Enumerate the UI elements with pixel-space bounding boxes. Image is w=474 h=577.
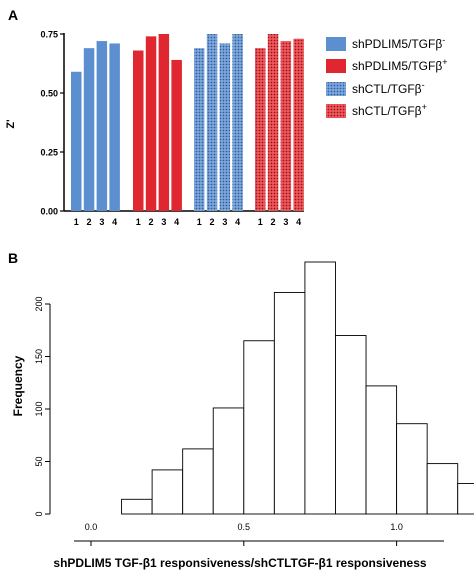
panel-b-y-axis-label: Frequency [11, 355, 25, 416]
panel-b-histogram-bar [457, 483, 474, 515]
panel-b-x-axis-label: shPDLIM5 TGF-β1 responsiveness/shCTLTGF-… [53, 556, 427, 570]
panel-b-y-axis: 0 50 100 150 200 [34, 296, 51, 517]
panel-a-bar [96, 41, 108, 211]
panel-a-y-tick-label: 0.50 [40, 89, 58, 99]
panel-b-x-axis: 0.00.51.01.52.0 [74, 522, 444, 546]
panel-b-histogram-bar [151, 469, 184, 515]
panel-b-x-tick-label: 1.0 [390, 522, 403, 532]
panel-a-bar [109, 43, 120, 211]
legend-entry: shPDLIM5/TGFβ+ [352, 57, 448, 73]
panel-a-bar [255, 48, 266, 211]
panel-a-y-tick-label: 0.00 [40, 207, 58, 217]
panel-b-y-tick-label: 150 [34, 349, 44, 364]
panel-a-y-axis-label: Z' [5, 119, 17, 129]
panel-a-bar [280, 41, 292, 211]
panel-a-x-tick-label: 4 [112, 217, 117, 227]
panel-b-x-tick-label: 0.0 [85, 522, 98, 532]
panel-b-y-tick-label: 100 [34, 401, 44, 416]
panel-a-label: A [8, 7, 18, 23]
panel-b-histogram-bar [426, 463, 459, 515]
panel-b-histogram-bar [365, 385, 398, 515]
panel-a-bar [194, 48, 205, 211]
panel-a-x-tick-label: 1 [74, 217, 79, 227]
legend-entry: shCTL/TGFβ- [352, 80, 425, 96]
legend-swatch [326, 82, 346, 96]
panel-a-legend: shPDLIM5/TGFβ-shPDLIM5/TGFβ+ shCTL/TGFβ-s… [326, 35, 448, 118]
panel-a-x-tick-label: 2 [210, 217, 215, 227]
panel-a-bar [232, 34, 243, 211]
legend-swatch [326, 37, 346, 51]
panel-a-x-tick-label: 1 [136, 217, 141, 227]
panel-b-histogram-bar [304, 261, 336, 515]
panel-b-histogram-bar [121, 498, 153, 515]
legend-entry: shPDLIM5/TGFβ- [352, 35, 445, 51]
panel-a-x-tick-label: 3 [222, 217, 227, 227]
panel-b-histogram-bar [212, 407, 245, 515]
panel-a-x-tick-label: 2 [149, 217, 154, 227]
panel-a-x-tick-label: 3 [283, 217, 288, 227]
panel-b-histogram-bar [273, 292, 306, 515]
panel-b-label: B [8, 250, 18, 266]
panel-b-histogram-bar [182, 448, 214, 515]
panel-a-bar [293, 38, 304, 211]
panel-b-y-tick-label: 50 [34, 456, 44, 466]
panel-b-bars [121, 261, 474, 515]
panel-a-x-tick-label: 1 [197, 217, 202, 227]
panel-a-x-tick-label: 3 [161, 217, 166, 227]
panel-a-x-tick-label: 2 [271, 217, 276, 227]
panel-b-y-tick-label: 0 [34, 511, 44, 516]
panel-a-bars [71, 34, 304, 212]
panel-b-histogram-bar [243, 340, 275, 515]
panel-a-y-tick-label: 0.25 [40, 148, 58, 158]
panel-a-y-axis: 0.00 0.25 0.50 0.75 [40, 30, 65, 217]
panel-a-bar [83, 48, 95, 211]
panel-a-bar [71, 71, 82, 211]
legend-swatch [326, 59, 346, 73]
panel-b-x-tick-label: 0.5 [238, 522, 251, 532]
panel-a-x-tick-label: 1 [258, 217, 263, 227]
panel-a-bar [206, 34, 218, 211]
panel-a-x-tick-label: 4 [296, 217, 301, 227]
legend-entry: shCTL/TGFβ+ [352, 102, 427, 118]
panel-a-y-tick-label: 0.75 [40, 30, 58, 40]
panel-a-x-tick-label: 2 [87, 217, 92, 227]
panel-a-bar [267, 34, 279, 211]
panel-a-bar [133, 50, 144, 211]
panel-b-histogram-bar [335, 335, 367, 515]
panel-a-x-tick-label: 3 [99, 217, 104, 227]
panel-a-bar [171, 59, 182, 212]
panel-a-x-tick-label: 4 [174, 217, 179, 227]
panel-b-histogram-bar [396, 423, 428, 515]
panel-b-y-tick-label: 200 [34, 296, 44, 311]
panel-a-bar [219, 43, 231, 211]
panel-a-x-tick-label: 4 [235, 217, 240, 227]
panel-a-bar [145, 36, 157, 211]
panel-a-bar [158, 34, 170, 211]
legend-swatch [326, 104, 346, 118]
